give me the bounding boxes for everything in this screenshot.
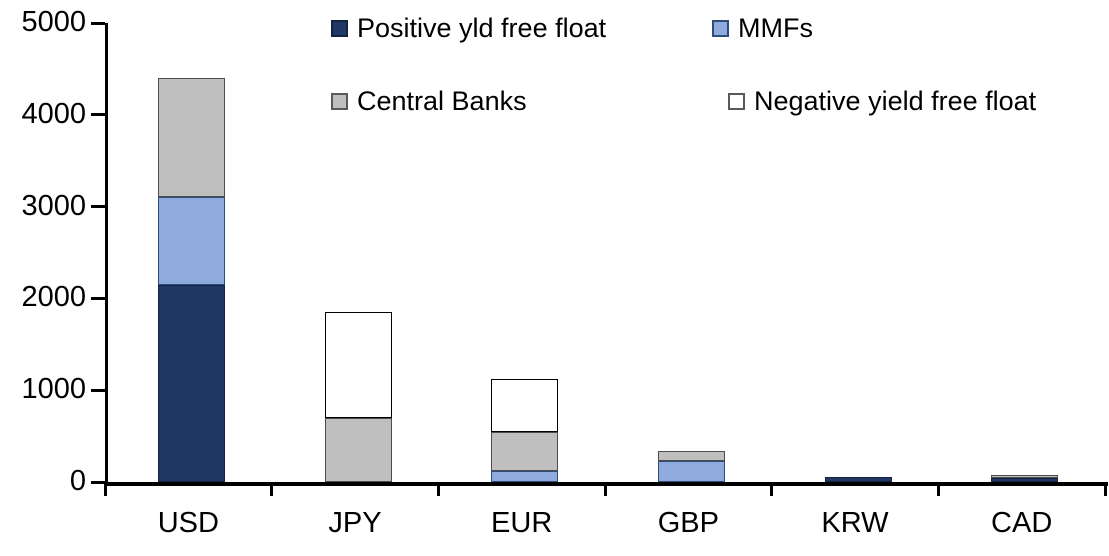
bar-usd-positive-yld-free-float	[157, 284, 225, 482]
y-axis-label-4000: 4000	[21, 97, 86, 130]
y-axis-label-0: 0	[69, 465, 86, 497]
legend-item-negative-yield-free-float: Negative yield free float	[728, 86, 1037, 116]
x-axis-label-usd: USD	[157, 507, 219, 539]
x-axis-label-cad: CAD	[991, 507, 1053, 539]
legend-item-mmfs: MMFs	[712, 13, 813, 43]
y-axis-tick-2000	[91, 296, 105, 300]
y-axis-label-3000: 3000	[21, 189, 86, 222]
x-axis-tick	[270, 483, 274, 496]
bar-krw-positive-yld-free-float	[824, 477, 892, 482]
legend-item-positive-yld-free-float: Positive yld free float	[331, 13, 607, 43]
y-axis-label-1000: 1000	[21, 373, 86, 406]
x-axis-tick	[770, 483, 774, 496]
x-axis-label-krw: KRW	[821, 507, 889, 539]
legend-swatch-central-banks-icon	[331, 92, 348, 110]
x-axis-tick	[1103, 483, 1107, 496]
x-axis-label-jpy: JPY	[328, 507, 382, 539]
bar-eur-negative-yield-free-float	[491, 379, 559, 433]
legend-swatch-positive-yld-free-float-icon	[331, 19, 348, 37]
legend-label: Positive yld free float	[357, 13, 607, 43]
legend-item-central-banks: Central Banks	[331, 86, 527, 116]
y-axis-tick-1000	[91, 388, 105, 392]
x-axis-tick	[603, 483, 607, 496]
x-axis-label-eur: EUR	[491, 507, 553, 539]
plot-area	[105, 23, 1108, 486]
x-axis-tick	[936, 483, 940, 496]
bar-usd-mmfs	[157, 197, 225, 285]
legend-label: MMFs	[738, 13, 813, 43]
bar-gbp-mmfs	[657, 460, 725, 482]
bar-gbp-central-banks	[657, 450, 725, 461]
bar-eur-mmfs	[491, 470, 559, 482]
y-axis-tick-4000	[91, 113, 105, 117]
bar-cad-positive-yld-free-float	[991, 477, 1059, 482]
bar-jpy-negative-yield-free-float	[324, 312, 392, 418]
y-axis-label-5000: 5000	[21, 6, 86, 38]
y-axis-tick-3000	[91, 205, 105, 209]
x-axis-tick	[103, 483, 107, 496]
legend-swatch-negative-yield-free-float-icon	[728, 92, 745, 110]
y-axis-label-2000: 2000	[21, 281, 86, 314]
bar-cad-central-banks	[991, 475, 1059, 478]
bar-jpy-central-banks	[324, 417, 392, 482]
legend-label: Negative yield free float	[754, 86, 1037, 116]
y-axis-tick-5000	[91, 21, 105, 25]
bar-usd-central-banks	[157, 78, 225, 198]
x-axis-tick	[436, 483, 440, 496]
bar-eur-central-banks	[491, 432, 559, 471]
y-axis-tick-0	[91, 480, 105, 484]
legend-swatch-mmfs-icon	[712, 19, 729, 37]
x-axis-label-gbp: GBP	[657, 507, 719, 539]
legend-label: Central Banks	[357, 86, 527, 116]
